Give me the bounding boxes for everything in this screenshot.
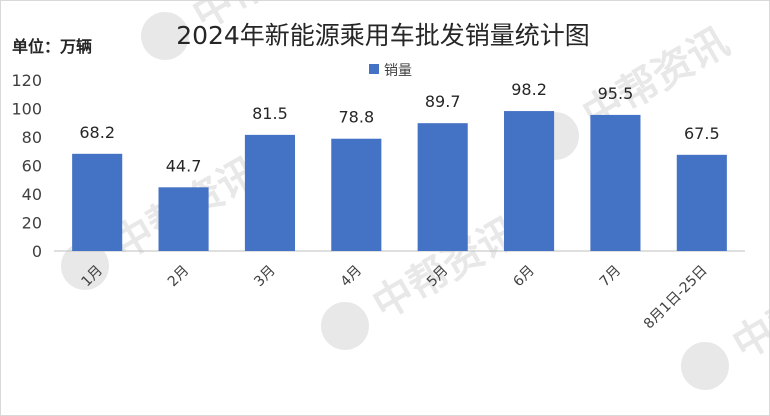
bar	[72, 153, 123, 251]
legend-label: 销量	[384, 63, 412, 79]
y-axis: 0 20 40 60 80 100 120	[11, 71, 42, 261]
y-tick-label: 60	[22, 157, 42, 176]
x-tick-label: 7月	[597, 263, 625, 291]
bar	[417, 123, 468, 251]
x-tick-label: 3月	[251, 263, 279, 291]
bar-series	[72, 111, 727, 251]
data-label: 44.7	[166, 156, 202, 175]
legend: 销量	[369, 63, 412, 79]
legend-swatch	[369, 64, 379, 74]
data-label: 67.5	[684, 124, 720, 143]
y-tick-label: 20	[22, 214, 42, 233]
bar	[504, 111, 555, 251]
data-label: 68.2	[79, 123, 115, 142]
bar	[331, 138, 382, 251]
data-label: 89.7	[425, 92, 461, 111]
data-labels: 68.2 44.7 81.5 78.8 89.7 98.2 95.5 67.5	[79, 80, 719, 175]
chart-title: 2024年新能源乘用车批发销量统计图	[176, 21, 590, 50]
x-tick-label: 2月	[165, 263, 193, 291]
bar	[590, 114, 641, 251]
data-label: 95.5	[598, 84, 634, 103]
y-tick-label: 0	[32, 242, 42, 261]
data-label: 78.8	[339, 108, 375, 127]
watermark-logo: 中帮资讯	[681, 249, 770, 390]
bar	[676, 154, 727, 251]
x-tick-label: 6月	[510, 263, 538, 291]
data-label: 81.5	[252, 104, 288, 123]
y-tick-label: 100	[11, 100, 42, 119]
bar	[244, 134, 295, 251]
data-label: 98.2	[511, 80, 547, 99]
y-tick-label: 80	[22, 128, 42, 147]
x-tick-label: 4月	[338, 263, 366, 291]
y-tick-label: 120	[11, 71, 42, 90]
svg-text:中帮资讯: 中帮资讯	[725, 249, 770, 369]
bar	[158, 187, 209, 251]
x-tick-label: 8月1日-25日	[641, 263, 711, 333]
unit-label: 单位：万辆	[12, 37, 92, 56]
y-tick-label: 40	[22, 185, 42, 204]
